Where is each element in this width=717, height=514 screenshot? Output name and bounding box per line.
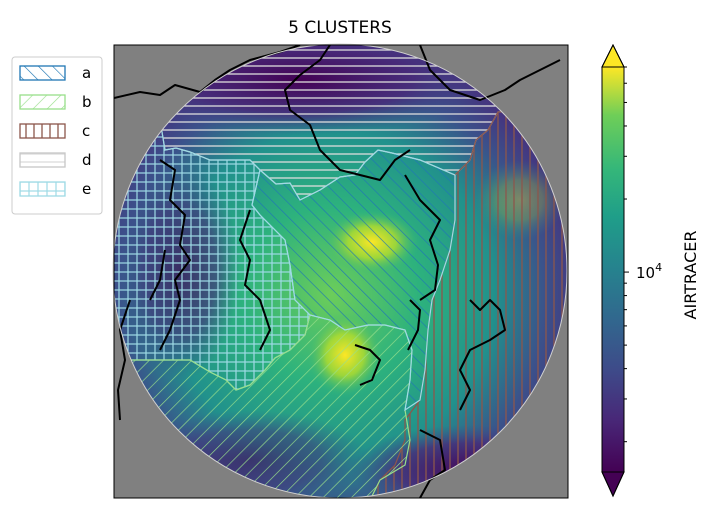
legend-label-c: c	[82, 122, 90, 140]
legend-label-e: e	[82, 180, 91, 198]
colorbar: 104 AIRTRACER	[601, 43, 700, 498]
colorbar-outline	[601, 43, 625, 498]
colorbar-ticks: 104	[624, 66, 662, 443]
legend-swatch-e	[19, 181, 66, 197]
legend-swatch-a	[19, 65, 66, 81]
coastlines	[114, 45, 561, 498]
colorbar-label: AIRTRACER	[681, 231, 700, 320]
colorbar-body	[602, 67, 624, 472]
legend-label-d: d	[82, 151, 92, 169]
cluster-a-region	[251, 149, 456, 412]
chart-title: 5 CLUSTERS	[288, 18, 392, 38]
legend-swatch-c	[19, 123, 66, 139]
map-axes	[112, 43, 569, 499]
legend-swatch-b	[19, 94, 66, 110]
colorbar-max-extension	[601, 43, 625, 68]
legend-label-a: a	[82, 64, 91, 82]
colorbar-min-extension	[601, 471, 625, 498]
colorbar-tick-label: 104	[636, 261, 662, 282]
axes-frame	[113, 44, 569, 499]
legend-label-b: b	[82, 93, 92, 111]
legend-swatch-d	[19, 152, 66, 168]
